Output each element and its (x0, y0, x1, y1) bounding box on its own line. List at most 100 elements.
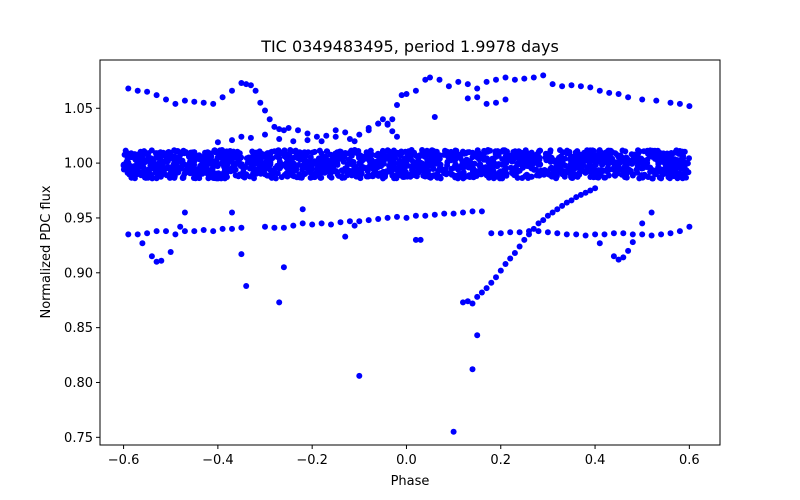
band-point (276, 155, 283, 162)
band-point (419, 149, 426, 156)
band-point (413, 161, 420, 168)
data-point-upper-arc (464, 81, 471, 88)
band-point (511, 152, 518, 159)
band-point (284, 159, 290, 166)
data-point-outliers (648, 209, 655, 216)
band-point (289, 172, 296, 179)
data-point-upper-arc (625, 94, 632, 101)
data-point-upper-arc (615, 91, 622, 97)
data-point-egress-arc (469, 300, 476, 307)
data-point-lower-arc (299, 220, 306, 227)
data-point-upper-arc (540, 72, 547, 79)
data-point-lower-arc (460, 209, 466, 216)
data-point-lower-arc (431, 211, 438, 218)
band-point (173, 148, 180, 155)
band-point (496, 169, 503, 176)
band-point (536, 172, 543, 179)
data-point-lower-arc (181, 228, 188, 235)
band-point (619, 165, 626, 172)
y-tick-label: 0.85 (64, 321, 93, 336)
data-point-outliers (474, 332, 481, 339)
data-point-lower-arc (125, 231, 132, 238)
data-point-egress-arc (488, 279, 495, 286)
band-point (174, 158, 181, 165)
band-point (275, 148, 282, 155)
band-point (439, 166, 446, 173)
data-point-lower-arc (403, 214, 410, 221)
band-point (492, 154, 499, 160)
data-point-mid-upper-scatter (214, 139, 221, 146)
band-point (516, 167, 523, 174)
band-point (338, 167, 345, 174)
band-point (229, 159, 236, 166)
data-point-upper-arc (676, 100, 683, 107)
data-point-upper-arc (153, 92, 160, 99)
band-point (171, 153, 178, 160)
band-point (190, 157, 197, 164)
data-point-lower-arc (375, 216, 382, 222)
x-tick-label: 0.4 (585, 453, 606, 468)
band-point (163, 172, 170, 179)
band-point (301, 151, 308, 158)
band-point (345, 156, 352, 163)
band-point (391, 175, 398, 182)
data-point-outliers (139, 240, 146, 247)
band-point (686, 155, 692, 162)
data-point-outliers (625, 247, 632, 254)
data-point-mid-upper-scatter (464, 95, 471, 102)
data-point-upper-arc (493, 76, 499, 83)
data-point-mid-upper-scatter (229, 137, 235, 144)
band-point (310, 173, 317, 180)
band-point (390, 150, 397, 157)
band-point (257, 165, 264, 172)
band-point (267, 161, 274, 168)
band-point (656, 174, 663, 181)
band-point (469, 149, 476, 156)
band-point (679, 148, 686, 155)
band-point (547, 158, 554, 165)
band-point (593, 174, 600, 181)
data-point-upper-arc (280, 127, 287, 134)
data-point-upper-arc (403, 91, 410, 97)
band-point (617, 159, 624, 166)
band-point (168, 174, 175, 181)
band-point (356, 160, 363, 167)
data-point-mid-upper-scatter (332, 133, 339, 140)
data-point-egress-arc (493, 274, 499, 281)
data-point-upper-arc (332, 127, 339, 134)
x-axis-label: Phase (391, 474, 430, 489)
band-point (464, 173, 471, 180)
band-point (135, 170, 142, 177)
data-point-lower-arc (554, 230, 561, 237)
band-point (566, 150, 573, 157)
band-point (631, 151, 638, 158)
band-point (284, 173, 291, 180)
data-point-lower-arc (384, 214, 391, 221)
data-point-mid-upper-scatter (474, 94, 481, 101)
band-point (212, 175, 218, 182)
band-point (137, 150, 144, 157)
data-point-upper-arc (436, 76, 443, 83)
band-point (542, 171, 549, 178)
data-point-lower-arc (422, 212, 429, 219)
data-point-outliers (158, 257, 165, 264)
x-tick-label: 0.6 (679, 453, 700, 468)
data-point-lower-arc (280, 224, 287, 231)
band-point (609, 155, 616, 162)
band-point (204, 158, 211, 165)
data-point-upper-arc (653, 97, 660, 104)
data-point-lower-arc (450, 210, 457, 217)
data-point-mid-upper-scatter (431, 114, 438, 120)
data-point-mid-upper-scatter (384, 121, 391, 128)
band-point (666, 168, 673, 174)
band-point (486, 174, 492, 181)
data-point-upper-arc (667, 99, 674, 106)
data-point-outliers (238, 251, 245, 258)
band-point (397, 165, 404, 172)
band-point (475, 150, 482, 157)
plot-frame (99, 59, 721, 446)
band-point (252, 149, 259, 156)
band-point (396, 157, 403, 164)
data-point-lower-arc (601, 231, 608, 238)
